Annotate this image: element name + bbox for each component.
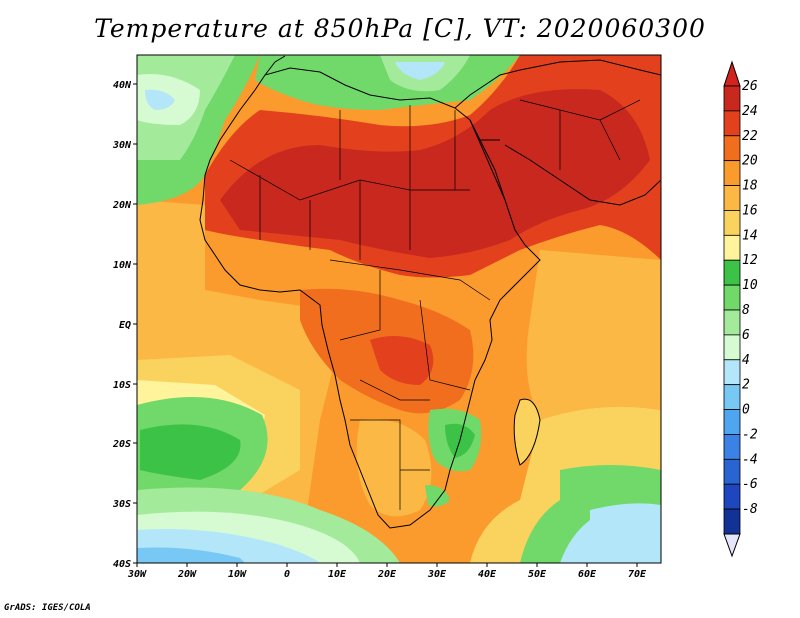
axis-ticks	[133, 83, 638, 567]
field-central-africa-hot	[370, 336, 434, 385]
colorbar-segment	[723, 160, 741, 186]
colorbar-bottom-triangle	[723, 533, 741, 558]
colorbar-label: 8	[742, 303, 750, 318]
madagascar-coast	[513, 398, 541, 466]
colorbar-segment	[723, 384, 741, 410]
field-madagascar	[514, 399, 540, 465]
colorbar-label: 6	[742, 328, 750, 343]
colorbar-segment	[723, 135, 741, 162]
border-sahara-2	[259, 175, 470, 260]
colorbar-segment	[723, 334, 741, 361]
lon-label: 20W	[177, 569, 197, 580]
colorbar-segment	[723, 409, 741, 435]
colorbar-top-triangle	[723, 60, 741, 87]
lon-label: 20E	[377, 569, 397, 580]
field-se-indian-lightblue	[560, 503, 661, 563]
lon-label: 30E	[427, 569, 447, 580]
colorbar-label: 16	[742, 203, 758, 218]
colorbar-segment	[723, 259, 741, 286]
colorbar-segment	[723, 210, 741, 236]
lon-label: 10E	[328, 569, 347, 580]
map-title: Temperature at 850hPa [C], VT: 202006030…	[94, 14, 706, 43]
colorbar-segment	[723, 185, 741, 211]
colorbar-segment	[723, 309, 741, 336]
colorbar-segment	[723, 483, 741, 510]
lat-label: 10S	[113, 380, 131, 391]
field-kalahari-warm	[356, 419, 432, 517]
lon-label: 50E	[528, 569, 547, 580]
lat-labels: 40N 30N 20N 10N EQ 10S 20S 30S 40S	[112, 80, 132, 570]
colorbar-label: 0	[742, 403, 750, 418]
lat-label: 10N	[113, 260, 132, 271]
lon-label: 30W	[127, 569, 147, 580]
lon-label: 10W	[228, 569, 247, 580]
lon-label: 0	[284, 569, 290, 580]
colorbar-label: -8	[742, 502, 758, 517]
lat-label: 40S	[113, 559, 131, 570]
levant-coast	[454, 59, 661, 109]
lon-label: 40E	[478, 569, 497, 580]
colorbar-segment	[723, 508, 741, 535]
lat-label: 30S	[112, 499, 131, 510]
colorbar-label: -6	[742, 477, 758, 492]
colorbar-segment	[723, 359, 741, 386]
colorbar-segment	[723, 85, 741, 112]
lon-label: 60E	[578, 569, 597, 580]
colorbar-segment	[723, 458, 741, 485]
colorbar-label: 14	[742, 228, 758, 243]
lat-label: 20S	[112, 439, 131, 450]
red-sea	[469, 119, 506, 201]
arabia-coast	[504, 144, 661, 206]
map-frame	[136, 54, 662, 564]
colorbar-label: 24	[742, 104, 758, 119]
lon-label: 70E	[628, 569, 647, 580]
lon-labels: 30W 20W 10W 0 10E 20E 30E 40E 50E 60E 70…	[127, 569, 647, 580]
colorbar-segment	[723, 434, 741, 460]
border-southern-africa	[350, 379, 430, 510]
iberia-coast	[264, 55, 286, 76]
field-drakensberg-green	[425, 485, 450, 507]
colorbar-label: 20	[742, 154, 758, 169]
lat-label: EQ	[119, 320, 131, 331]
coastlines	[199, 55, 661, 529]
field-south-band-blue	[137, 547, 245, 563]
colorbar-segment	[723, 110, 741, 137]
border-central-africa	[329, 259, 491, 391]
colorbar-segment	[723, 284, 741, 311]
colorbar-label: 4	[742, 353, 750, 368]
field-n-atlantic-blue	[145, 89, 175, 110]
colorbar-label: -4	[742, 452, 758, 467]
lat-label: 20N	[112, 200, 132, 211]
temperature-field	[137, 55, 661, 563]
lat-label: 40N	[113, 80, 132, 91]
colorbar-label: 26	[742, 79, 758, 94]
colorbar-label: 22	[742, 129, 758, 144]
colorbar-label: 2	[742, 378, 750, 393]
credit-text: GrADS: IGES/COLA	[4, 603, 91, 613]
colorbar-label: 12	[742, 253, 758, 268]
field-sahara-hottest	[220, 89, 650, 258]
colorbar-label: -2	[742, 427, 758, 442]
colorbar-segments	[723, 85, 741, 535]
country-borders	[229, 99, 641, 510]
border-middle-east	[519, 99, 641, 170]
africa-coastline	[199, 67, 541, 529]
colorbar-segment	[723, 234, 741, 261]
colorbar-label: 10	[742, 278, 758, 293]
lat-label: 30N	[112, 140, 132, 151]
field-indian-ocean-warm	[526, 250, 661, 420]
field-black-sea-blue	[395, 62, 445, 80]
colorbar-label: 18	[742, 179, 758, 194]
border-north-africa	[339, 105, 456, 190]
field-south-atlantic-darkgreen	[140, 424, 241, 480]
